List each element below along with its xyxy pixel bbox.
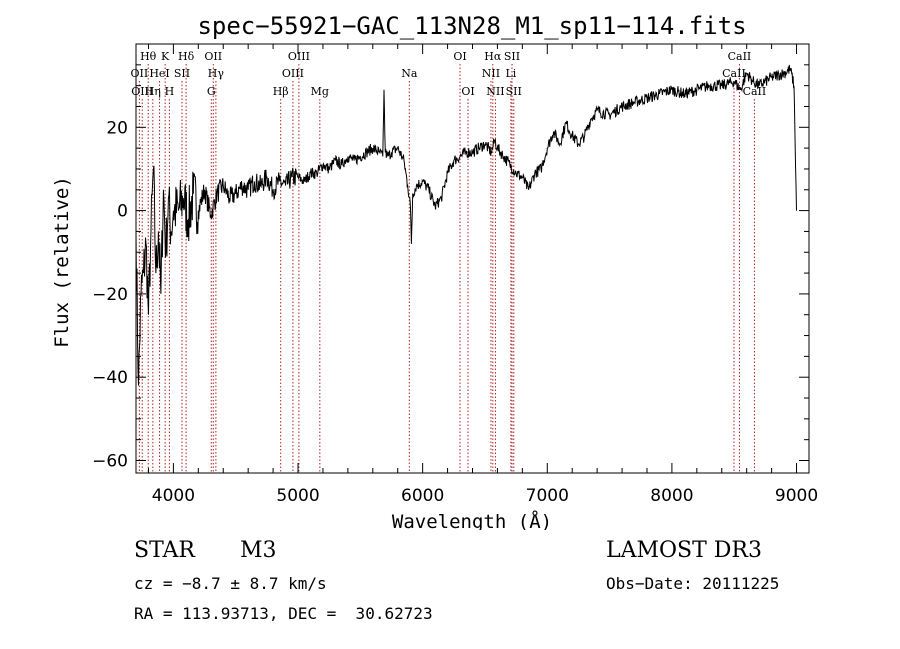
y-tick-label-2: −20 <box>92 285 128 305</box>
coordinates: RA = 113.93713, DEC = 30.62723 <box>134 604 433 623</box>
y-tick-label-3: 0 <box>117 202 128 222</box>
line-label-18: OIII <box>131 85 153 98</box>
spectral-line-markers <box>138 64 755 473</box>
line-label-16: Li <box>505 67 516 80</box>
x-axis-ticks: 4000 5000 6000 7000 8000 9000 <box>147 44 818 506</box>
line-label-7: SII <box>504 50 520 63</box>
spectrum-chart: spec−55921−GAC_113N28_M1_sp11−114.fits H… <box>51 12 818 530</box>
line-label-6: Hα <box>484 50 502 63</box>
y-axis-ticks: −60 −40 −20 0 20 <box>92 64 809 472</box>
y-axis-label: Flux (relative) <box>51 176 73 348</box>
redshift-cz: cz = −8.7 ± 8.7 km/s <box>134 574 327 593</box>
x-tick-label-5: 9000 <box>775 486 818 506</box>
line-label-2: Hδ <box>178 50 195 63</box>
line-label-8: CaII <box>728 50 752 63</box>
line-label-10: HeI <box>149 67 169 80</box>
line-label-5: OI <box>453 50 466 63</box>
x-tick-label-0: 4000 <box>152 486 195 506</box>
line-label-13: OIII <box>282 67 304 80</box>
y-tick-label-1: −40 <box>92 368 128 388</box>
line-label-20: H <box>165 85 175 98</box>
line-label-17: CaII <box>722 67 746 80</box>
spectrum-line <box>135 64 797 386</box>
line-label-22: Hβ <box>273 85 289 98</box>
line-label-21: G <box>207 85 216 98</box>
object-subclass: M3 <box>240 538 277 563</box>
x-tick-label-4: 8000 <box>650 486 693 506</box>
x-tick-label-2: 6000 <box>401 486 444 506</box>
line-label-9: OII <box>131 67 149 80</box>
line-label-11: SII <box>174 67 190 80</box>
object-class: STAR <box>134 538 195 563</box>
line-label-23: Mg <box>311 85 329 98</box>
observation-date: Obs−Date: 20111225 <box>606 574 780 593</box>
y-tick-label-4: 20 <box>106 118 128 138</box>
line-label-14: Na <box>401 67 418 80</box>
line-label-19: Hη <box>145 85 161 98</box>
line-label-26: SII <box>506 85 522 98</box>
line-label-0: Hθ <box>140 50 157 63</box>
line-label-1: K <box>161 50 170 63</box>
line-label-27: CaII <box>743 85 767 98</box>
survey-name: LAMOST DR3 <box>606 538 762 563</box>
line-label-25: NII <box>486 85 504 98</box>
line-label-4: OIII <box>288 50 310 63</box>
line-label-15: NII <box>482 67 500 80</box>
line-label-12: Hγ <box>208 67 225 80</box>
plot-frame <box>135 43 810 474</box>
x-tick-label-3: 7000 <box>526 486 569 506</box>
y-tick-label-0: −60 <box>92 452 128 472</box>
line-label-3: OII <box>204 50 222 63</box>
x-axis-label: Wavelength (Å) <box>392 510 552 530</box>
x-tick-label-1: 5000 <box>276 486 319 506</box>
line-label-24: OI <box>461 85 474 98</box>
chart-title: spec−55921−GAC_113N28_M1_sp11−114.fits <box>197 12 746 40</box>
